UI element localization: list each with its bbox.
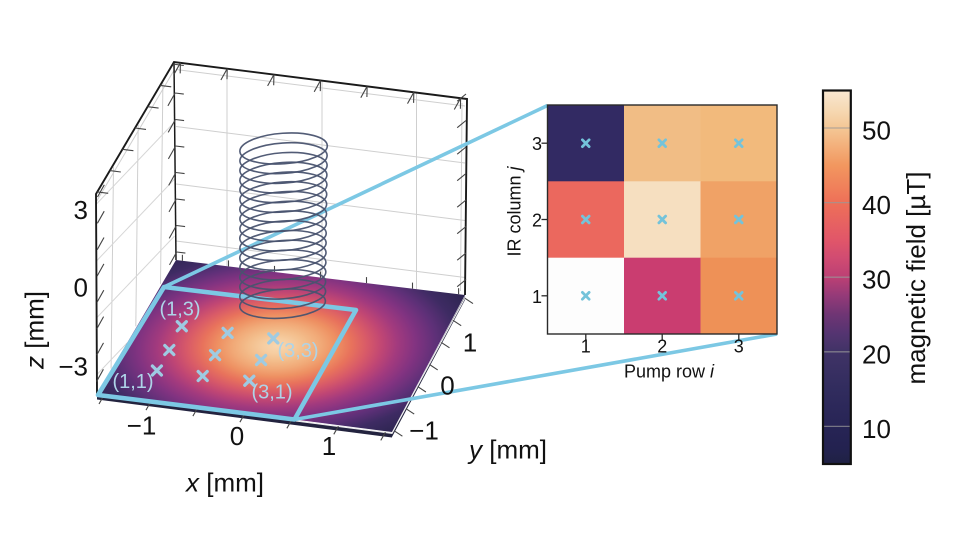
svg-text:0: 0 [440,371,454,401]
svg-text:x [mm]: x [mm] [184,468,264,498]
svg-text:magnetic field [µT]: magnetic field [µT] [901,172,931,385]
svg-text:50: 50 [862,116,891,146]
svg-text:40: 40 [862,190,891,220]
svg-text:−1: −1 [127,411,157,441]
svg-text:1: 1 [463,328,477,358]
svg-text:1: 1 [581,337,591,357]
svg-text:3: 3 [74,195,88,225]
svg-text:20: 20 [862,339,891,369]
svg-text:1: 1 [532,287,542,307]
svg-text:(3,1): (3,1) [251,382,292,404]
svg-text:(1,3): (1,3) [159,299,200,321]
svg-text:0: 0 [74,273,88,303]
svg-text:−1: −1 [409,416,439,446]
svg-text:IR column j: IR column j [505,165,525,256]
svg-text:y [mm]: y [mm] [467,435,547,465]
svg-text:−3: −3 [58,352,88,382]
svg-text:0: 0 [230,421,244,451]
svg-text:10: 10 [862,414,891,444]
svg-text:(3,3): (3,3) [277,340,318,362]
svg-text:Pump row i: Pump row i [624,362,715,382]
svg-text:1: 1 [322,431,336,461]
svg-text:z [mm]: z [mm] [20,291,50,370]
svg-text:3: 3 [734,337,744,357]
svg-text:2: 2 [532,211,542,231]
svg-text:2: 2 [657,337,667,357]
svg-text:(1,1): (1,1) [112,371,153,393]
svg-text:3: 3 [532,134,542,154]
svg-text:30: 30 [862,265,891,295]
